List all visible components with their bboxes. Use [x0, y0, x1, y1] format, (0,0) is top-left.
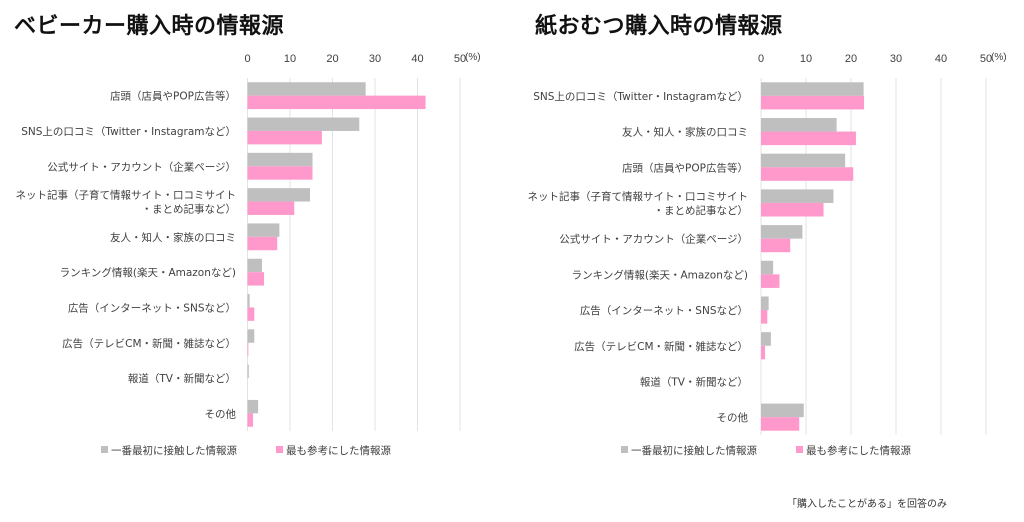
bar-stroller-most-referenced: [247, 130, 322, 145]
x-tick-label-diapers: 20: [845, 53, 857, 65]
category-label-stroller: SNS上の口コミ（Twitter・Instagramなど）: [21, 126, 236, 138]
bar-diapers-most-referenced: [761, 417, 800, 431]
category-label-stroller: ネット記事（子育て情報サイト・口コミサイト: [16, 189, 237, 202]
category-label-diapers: その他: [717, 411, 749, 424]
bar-diapers-most-referenced: [761, 95, 865, 110]
category-label-stroller: 店頭（店員やPOP広告等）: [110, 90, 236, 103]
category-label-stroller: ランキング情報(楽天・Amazonなど): [60, 266, 236, 279]
bar-diapers-most-referenced: [761, 202, 824, 217]
bar-stroller-most-referenced: [247, 201, 295, 215]
bar-diapers-most-referenced: [761, 167, 854, 181]
category-label-stroller: 友人・知人・家族の口コミ: [110, 231, 236, 244]
x-tick-label-stroller: 10: [284, 53, 296, 65]
unit-label-diapers: (%): [991, 52, 1007, 63]
x-tick-label-stroller: 20: [326, 53, 338, 65]
category-label-diapers: ネット記事（子育て情報サイト・口コミサイト: [528, 190, 749, 203]
category-label-diapers: 店頭（店員やPOP広告等）: [622, 161, 748, 174]
x-tick-label-diapers: 50: [980, 53, 992, 65]
bar-diapers-most-referenced: [761, 131, 856, 146]
bar-stroller-most-referenced: [247, 236, 278, 251]
bar-diapers-first-contact: [761, 153, 846, 168]
category-label-diapers: 公式サイト・アカウント（企業ページ）: [559, 233, 748, 246]
bar-diapers-first-contact: [761, 82, 864, 96]
legend-label-stroller: 最も参考にした情報源: [286, 444, 391, 457]
bar-stroller-most-referenced: [247, 166, 313, 180]
bar-diapers-first-contact: [761, 189, 834, 203]
bar-stroller-first-contact: [247, 364, 249, 379]
legend-swatch-stroller: [276, 446, 283, 453]
bar-stroller-first-contact: [247, 117, 360, 131]
x-tick-label-diapers: 40: [935, 53, 947, 65]
footnote: 「購入したことがある」を回答のみ: [787, 499, 947, 510]
category-label-diapers: ・まとめ記事など）: [654, 204, 749, 217]
x-tick-label-stroller: 30: [369, 53, 381, 65]
category-label-diapers: 報道（TV・新聞など）: [640, 375, 748, 388]
x-tick-label-stroller: 50: [454, 53, 466, 65]
bar-diapers-first-contact: [761, 260, 774, 275]
bar-stroller-first-contact: [247, 82, 366, 96]
bar-diapers-most-referenced: [761, 274, 780, 288]
unit-label-stroller: (%): [465, 52, 481, 63]
legend-label-diapers: 一番最初に接触した情報源: [631, 444, 757, 457]
x-tick-label-stroller: 40: [411, 53, 423, 65]
category-label-stroller: 広告（インターネット・SNSなど）: [68, 301, 236, 314]
x-tick-label-stroller: 0: [244, 53, 250, 65]
bar-diapers-most-referenced: [761, 310, 768, 324]
legend-swatch-diapers: [621, 446, 628, 453]
bar-diapers-first-contact: [761, 332, 771, 346]
bar-stroller-first-contact: [247, 294, 250, 308]
category-label-stroller: 報道（TV・新聞など）: [128, 372, 236, 385]
bar-stroller-first-contact: [247, 152, 313, 167]
bar-stroller-most-referenced: [247, 307, 255, 321]
chart-title-diapers: 紙おむつ購入時の情報源: [535, 14, 783, 39]
category-label-diapers: 広告（インターネット・SNSなど）: [580, 304, 748, 317]
chart-title-stroller: ベビーカー購入時の情報源: [14, 14, 285, 39]
bar-stroller-first-contact: [247, 258, 262, 273]
bar-diapers-most-referenced: [761, 345, 766, 360]
bar-diapers-first-contact: [761, 296, 769, 311]
x-tick-label-diapers: 30: [890, 53, 902, 65]
bar-stroller-most-referenced: [247, 272, 265, 286]
x-tick-label-diapers: 0: [758, 53, 764, 65]
bar-stroller-first-contact: [247, 188, 310, 202]
category-label-diapers: ランキング情報(楽天・Amazonなど): [572, 268, 748, 281]
category-label-stroller: 公式サイト・アカウント（企業ページ）: [47, 160, 236, 173]
legend-swatch-diapers: [796, 446, 803, 453]
bar-diapers-most-referenced: [761, 238, 791, 253]
x-tick-label-diapers: 10: [800, 53, 812, 65]
bar-diapers-first-contact: [761, 117, 837, 132]
bar-stroller-first-contact: [247, 329, 255, 343]
legend-swatch-stroller: [101, 446, 108, 453]
bar-stroller-first-contact: [247, 399, 259, 414]
category-label-stroller: その他: [205, 407, 237, 420]
legend-label-stroller: 一番最初に接触した情報源: [111, 444, 237, 457]
category-label-diapers: 友人・知人・家族の口コミ: [622, 126, 748, 139]
legend-label-diapers: 最も参考にした情報源: [806, 444, 911, 457]
bar-diapers-first-contact: [761, 225, 803, 239]
bar-stroller-most-referenced: [247, 95, 426, 110]
bar-stroller-most-referenced: [247, 342, 249, 357]
category-label-stroller: 広告（テレビCM・新聞・雑誌など）: [62, 337, 236, 350]
bar-stroller-most-referenced: [247, 413, 254, 427]
category-label-stroller: ・まとめ記事など）: [142, 203, 237, 216]
bar-diapers-first-contact: [761, 403, 804, 418]
bar-stroller-first-contact: [247, 223, 280, 237]
category-label-diapers: 広告（テレビCM・新聞・雑誌など）: [574, 340, 748, 353]
category-label-diapers: SNS上の口コミ（Twitter・Instagramなど）: [533, 91, 748, 103]
